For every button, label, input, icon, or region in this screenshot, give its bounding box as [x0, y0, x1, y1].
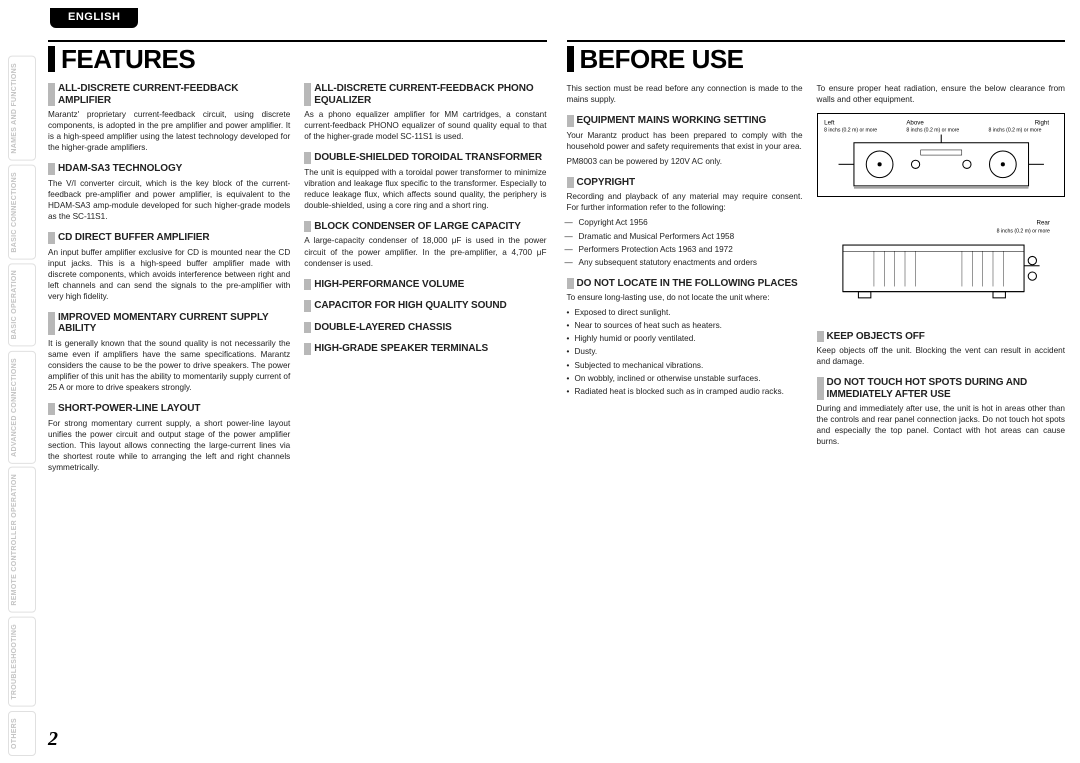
- list-item: Near to sources of heat such as heaters.: [567, 320, 803, 331]
- before-use-title: BEFORE USE: [567, 40, 1066, 75]
- svg-text:8 inchs (0.2 m) or more: 8 inchs (0.2 m) or more: [988, 128, 1041, 134]
- side-tab[interactable]: NAMES AND FUNCTIONS: [8, 56, 36, 161]
- clearance-side-diagram: Rear 8 inchs (0.2 m) or more: [817, 214, 1065, 307]
- list-item: Highly humid or poorly ventilated.: [567, 333, 803, 344]
- before-use-section: BEFORE USE This section must be read bef…: [567, 40, 1066, 748]
- page-content: FEATURES ALL-DISCRETE CURRENT-FEEDBACK A…: [48, 40, 1065, 748]
- features-title: FEATURES: [48, 40, 547, 75]
- section-heading: HDAM-SA3 TECHNOLOGY: [48, 163, 290, 175]
- list-item: Radiated heat is blocked such as in cram…: [567, 386, 803, 397]
- body-text: During and immediately after use, the un…: [817, 403, 1065, 447]
- body-text: An input buffer amplifier exclusive for …: [48, 247, 290, 302]
- body-text: A large-capacity condenser of 18,000 μF …: [304, 235, 546, 268]
- body-text: Your Marantz product has been prepared t…: [567, 130, 803, 152]
- section-heading: KEEP OBJECTS OFF: [817, 331, 1065, 343]
- section-heading: DO NOT LOCATE IN THE FOLLOWING PLACES: [567, 278, 803, 290]
- body-text: PM8003 can be powered by 120V AC only.: [567, 156, 803, 167]
- body-text: Recording and playback of any material m…: [567, 191, 803, 213]
- clearance-top-diagram: Left Above Right 8 inchs (0.2 m) or more…: [817, 113, 1065, 197]
- body-text: The V/I converter circuit, which is the …: [48, 178, 290, 222]
- list-item: Any subsequent statutory enactments and …: [567, 257, 803, 268]
- list-item: On wobbly, inclined or otherwise unstabl…: [567, 373, 803, 384]
- features-col1: ALL-DISCRETE CURRENT-FEEDBACK AMPLIFIER M…: [48, 83, 290, 477]
- page-number: 2: [48, 728, 58, 751]
- side-tabs: NAMES AND FUNCTIONS BASIC CONNECTIONS BA…: [8, 56, 36, 756]
- body-text: Keep objects off the unit. Blocking the …: [817, 345, 1065, 367]
- section-heading: HIGH-GRADE SPEAKER TERMINALS: [304, 343, 546, 355]
- section-heading: COPYRIGHT: [567, 177, 803, 189]
- list-item: Performers Protection Acts 1963 and 1972: [567, 244, 803, 255]
- section-heading: SHORT-POWER-LINE LAYOUT: [48, 403, 290, 415]
- section-heading: EQUIPMENT MAINS WORKING SETTING: [567, 115, 803, 127]
- svg-text:8 inchs (0.2 m) or more: 8 inchs (0.2 m) or more: [906, 128, 959, 134]
- section-heading: BLOCK CONDENSER OF LARGE CAPACITY: [304, 221, 546, 233]
- before-use-col1: This section must be read before any con…: [567, 83, 803, 451]
- svg-text:8 inchs (0.2 m) or more: 8 inchs (0.2 m) or more: [996, 229, 1049, 235]
- svg-text:Left: Left: [824, 119, 835, 126]
- intro-text: This section must be read before any con…: [567, 83, 803, 105]
- side-tab[interactable]: BASIC CONNECTIONS: [8, 165, 36, 260]
- features-section: FEATURES ALL-DISCRETE CURRENT-FEEDBACK A…: [48, 40, 547, 748]
- body-text: As a phono equalizer amplifier for MM ca…: [304, 109, 546, 142]
- section-heading: HIGH-PERFORMANCE VOLUME: [304, 279, 546, 291]
- side-tab[interactable]: OTHERS: [8, 711, 36, 756]
- before-use-col2: To ensure proper heat radiation, ensure …: [817, 83, 1065, 451]
- side-tab[interactable]: REMOTE CONTROLLER OPERATION: [8, 467, 36, 613]
- list-item: Dramatic and Musical Performers Act 1958: [567, 231, 803, 242]
- body-text: To ensure long-lasting use, do not locat…: [567, 292, 803, 303]
- body-text: The unit is equipped with a toroidal pow…: [304, 167, 546, 211]
- section-heading: CD DIRECT BUFFER AMPLIFIER: [48, 232, 290, 244]
- section-heading: DOUBLE-SHIELDED TOROIDAL TRANSFORMER: [304, 152, 546, 164]
- section-heading: ALL-DISCRETE CURRENT-FEEDBACK AMPLIFIER: [48, 83, 290, 106]
- language-tag: ENGLISH: [50, 8, 138, 28]
- intro-text: To ensure proper heat radiation, ensure …: [817, 83, 1065, 105]
- side-tab[interactable]: BASIC OPERATION: [8, 263, 36, 346]
- section-heading: IMPROVED MOMENTARY CURRENT SUPPLY ABILIT…: [48, 312, 290, 335]
- section-heading: CAPACITOR FOR HIGH QUALITY SOUND: [304, 300, 546, 312]
- body-text: For strong momentary current supply, a s…: [48, 418, 290, 473]
- list-item: Exposed to direct sunlight.: [567, 307, 803, 318]
- svg-text:Above: Above: [906, 119, 924, 126]
- side-tab[interactable]: ADVANCED CONNECTIONS: [8, 351, 36, 464]
- list-item: Subjected to mechanical vibrations.: [567, 360, 803, 371]
- section-heading: DOUBLE-LAYERED CHASSIS: [304, 322, 546, 334]
- list-item: Copyright Act 1956: [567, 217, 803, 228]
- body-text: It is generally known that the sound qua…: [48, 338, 290, 393]
- section-heading: DO NOT TOUCH HOT SPOTS DURING AND IMMEDI…: [817, 377, 1065, 400]
- body-text: Marantz' proprietary current-feedback ci…: [48, 109, 290, 153]
- svg-text:Rear: Rear: [1036, 220, 1049, 227]
- list-item: Dusty.: [567, 346, 803, 357]
- section-heading: ALL-DISCRETE CURRENT-FEEDBACK PHONO EQUA…: [304, 83, 546, 106]
- svg-text:Right: Right: [1034, 119, 1049, 126]
- side-tab[interactable]: TROUBLESHOOTING: [8, 617, 36, 707]
- svg-text:8 inchs (0.2 m) or more: 8 inchs (0.2 m) or more: [824, 128, 877, 134]
- features-col2: ALL-DISCRETE CURRENT-FEEDBACK PHONO EQUA…: [304, 83, 546, 477]
